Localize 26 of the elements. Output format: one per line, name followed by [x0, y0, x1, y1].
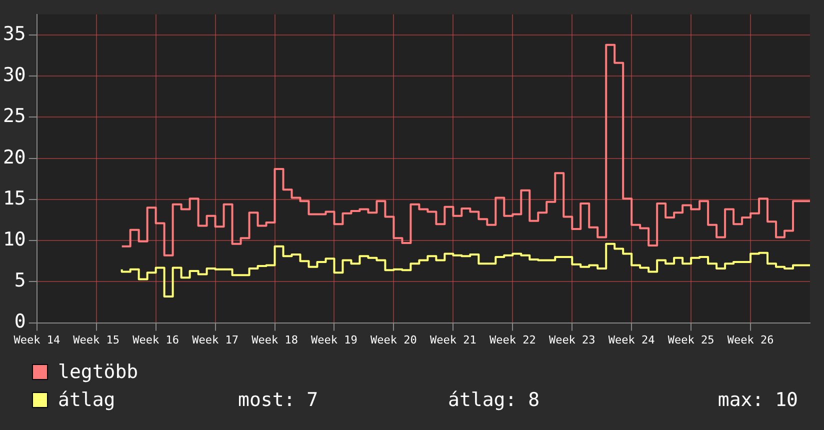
text: most: 7 [238, 389, 320, 411]
legend-label: átlag [58, 389, 116, 411]
y-tick-label: 25 [2, 105, 26, 128]
y-tick-label: 10 [2, 228, 26, 250]
x-tick-label: Week 24 [608, 333, 656, 346]
y-tick-label: 30 [2, 64, 26, 86]
text: átlag: 8 [448, 389, 541, 411]
x-tick-label: Week 25 [668, 333, 714, 346]
x-tick-label: Week 23 [548, 333, 596, 346]
x-tick-label: Week 18 [252, 333, 298, 346]
legend-label: legtöbb [58, 361, 140, 383]
x-tick-label: Week 16 [132, 333, 179, 346]
x-tick-label: Week 21 [430, 333, 476, 346]
x-tick-label: Week 22 [489, 333, 536, 346]
x-tick-label: Week 15 [73, 333, 120, 346]
text: max: 10 [716, 389, 798, 411]
x-tick-label: Week 14 [14, 333, 60, 346]
x-tick-label: Week 17 [192, 333, 238, 346]
y-tick-label: 15 [2, 187, 26, 210]
y-tick-label: 20 [2, 146, 26, 168]
y-tick-label: 35 [2, 22, 26, 45]
x-tick-label: Week 26 [727, 333, 774, 346]
y-tick-label: 0 [14, 310, 26, 333]
y-tick-label: 5 [14, 270, 26, 292]
x-tick-label: Week 19 [311, 333, 358, 346]
x-tick-label: Week 20 [370, 333, 417, 346]
